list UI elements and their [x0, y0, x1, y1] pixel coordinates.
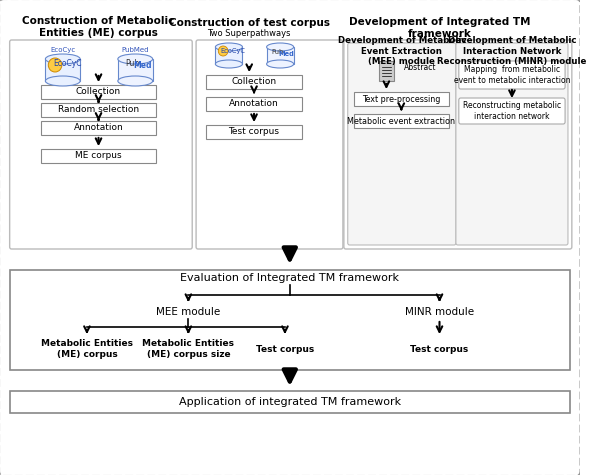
Text: PubMed: PubMed: [121, 47, 149, 53]
Text: Two Superpathways: Two Superpathways: [208, 29, 291, 38]
Bar: [41, 85, 157, 99]
Bar: [41, 121, 157, 135]
Ellipse shape: [118, 54, 152, 64]
Text: Pub: Pub: [125, 59, 139, 68]
Text: Construction of Metabolic
Entities (ME) corpus: Construction of Metabolic Entities (ME) …: [22, 16, 175, 38]
Bar: [41, 103, 157, 117]
Text: Annotation: Annotation: [229, 99, 279, 108]
Text: Metabolic Entities
(ME) corpus size: Metabolic Entities (ME) corpus size: [142, 339, 235, 359]
Text: Abstract: Abstract: [404, 64, 436, 73]
Ellipse shape: [215, 60, 242, 68]
Ellipse shape: [266, 60, 293, 68]
FancyBboxPatch shape: [196, 40, 343, 249]
Bar: [10, 270, 570, 370]
Text: EcoCyC: EcoCyC: [53, 59, 82, 68]
Text: Development of Metabolic
Interaction Network
Reconstruction (MINR) module: Development of Metabolic Interaction Net…: [437, 36, 587, 66]
Bar: [353, 92, 449, 106]
Text: Metabolic Entities
(ME) corpus: Metabolic Entities (ME) corpus: [41, 339, 133, 359]
Text: Collection: Collection: [76, 87, 121, 96]
Text: Pub: Pub: [271, 49, 283, 55]
FancyBboxPatch shape: [348, 43, 456, 245]
Ellipse shape: [46, 76, 80, 86]
Text: Annotation: Annotation: [74, 124, 124, 133]
FancyBboxPatch shape: [459, 98, 565, 124]
Text: Reconstructing metabolic
interaction network: Reconstructing metabolic interaction net…: [463, 101, 561, 121]
Text: Test corpus: Test corpus: [229, 127, 280, 136]
FancyBboxPatch shape: [344, 40, 572, 249]
Circle shape: [48, 58, 62, 72]
Text: MINR module: MINR module: [405, 307, 474, 317]
Text: Mapping  from metabolic
event to metabolic interaction: Mapping from metabolic event to metaboli…: [454, 65, 570, 85]
Bar: [206, 75, 302, 89]
Text: Test corpus: Test corpus: [256, 344, 314, 353]
Text: Development of Integrated TM
framework: Development of Integrated TM framework: [349, 17, 530, 39]
FancyBboxPatch shape: [459, 61, 565, 89]
Text: Med: Med: [134, 61, 152, 70]
Text: Metabolic event extraction: Metabolic event extraction: [347, 116, 455, 125]
Text: Test corpus: Test corpus: [410, 344, 469, 353]
Bar: [379, 61, 394, 81]
Text: Collection: Collection: [232, 77, 277, 86]
Text: Evaluation of Integrated TM framework: Evaluation of Integrated TM framework: [180, 273, 399, 283]
Bar: [266, 47, 293, 64]
FancyBboxPatch shape: [456, 43, 568, 245]
Text: Application of integrated TM framework: Application of integrated TM framework: [179, 397, 401, 407]
Bar: [41, 149, 157, 163]
Text: MEE module: MEE module: [156, 307, 220, 317]
Text: EcoCyC: EcoCyC: [220, 48, 245, 54]
Ellipse shape: [215, 43, 242, 51]
Ellipse shape: [118, 76, 152, 86]
Bar: [10, 391, 570, 413]
FancyBboxPatch shape: [0, 0, 581, 475]
Text: ME corpus: ME corpus: [75, 152, 122, 161]
Text: Random selection: Random selection: [58, 105, 139, 114]
Bar: [118, 59, 152, 81]
Ellipse shape: [266, 43, 293, 51]
Bar: [353, 114, 449, 128]
Bar: [206, 125, 302, 139]
Bar: [215, 47, 242, 64]
Bar: [46, 59, 80, 81]
Text: Text pre-processing: Text pre-processing: [362, 95, 440, 104]
Text: EcoCyc: EcoCyc: [50, 47, 76, 53]
FancyBboxPatch shape: [10, 40, 192, 249]
Circle shape: [218, 46, 228, 56]
Text: Construction of test corpus: Construction of test corpus: [169, 18, 330, 28]
Bar: [206, 97, 302, 111]
Ellipse shape: [46, 54, 80, 64]
Text: Med: Med: [278, 51, 294, 57]
Text: Development of Metabolic
Event Extraction
(MEE) module: Development of Metabolic Event Extractio…: [338, 36, 466, 66]
